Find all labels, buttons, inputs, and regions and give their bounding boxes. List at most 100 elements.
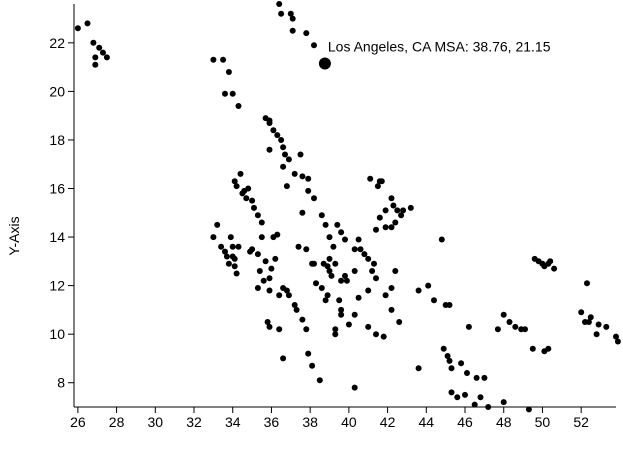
- data-point: [373, 275, 379, 282]
- data-point: [351, 246, 358, 253]
- data-point: [367, 175, 374, 182]
- data-point: [243, 195, 250, 202]
- data-point: [318, 212, 325, 219]
- data-point: [254, 251, 261, 258]
- x-tick-label: 26: [70, 414, 86, 430]
- data-point: [266, 120, 273, 126]
- data-point: [266, 275, 273, 282]
- y-tick-label: 8: [57, 375, 65, 391]
- data-point: [390, 202, 397, 209]
- data-point: [365, 287, 372, 294]
- data-point: [351, 384, 358, 391]
- data-point: [297, 151, 304, 158]
- y-tick-label: 10: [49, 326, 65, 342]
- data-point: [369, 268, 376, 274]
- data-point: [365, 255, 372, 262]
- data-point: [84, 20, 91, 27]
- data-point: [266, 287, 273, 294]
- data-point: [382, 207, 389, 214]
- data-point: [374, 183, 381, 190]
- data-point: [431, 297, 437, 304]
- data-point: [529, 345, 536, 352]
- data-point: [225, 260, 232, 267]
- data-point: [260, 277, 267, 284]
- x-tick-label: 44: [419, 414, 435, 430]
- data-point: [392, 268, 399, 274]
- data-point: [425, 282, 432, 289]
- data-point: [338, 229, 345, 236]
- data-point: [407, 204, 414, 211]
- data-point: [249, 246, 256, 253]
- data-point: [485, 404, 492, 410]
- data-point: [373, 226, 379, 233]
- data-point: [330, 243, 337, 250]
- data-point: [282, 151, 288, 158]
- y-tick-label: 22: [49, 35, 65, 51]
- data-point: [324, 292, 331, 299]
- data-point: [336, 297, 343, 304]
- data-point: [227, 234, 234, 241]
- data-point: [285, 156, 292, 163]
- data-point: [444, 353, 451, 359]
- data-point: [388, 285, 395, 291]
- data-point: [365, 323, 372, 330]
- data-point: [276, 1, 283, 7]
- data-point: [280, 163, 287, 170]
- data-point: [299, 316, 306, 323]
- highlighted-point[interactable]: [318, 57, 331, 70]
- data-point: [289, 15, 296, 22]
- data-point: [376, 214, 383, 221]
- data-point: [299, 173, 306, 180]
- data-point: [303, 246, 310, 253]
- data-point: [256, 268, 263, 274]
- data-point: [338, 311, 345, 318]
- data-point: [458, 360, 465, 367]
- data-point: [440, 345, 447, 352]
- data-point: [332, 331, 339, 338]
- y-axis-title-group: Y-Axis: [6, 216, 22, 255]
- data-point: [318, 285, 325, 291]
- data-point: [233, 270, 240, 277]
- data-point: [334, 221, 341, 228]
- highlight-label: Los Angeles, CA MSA: 38.76, 21.15: [328, 39, 551, 55]
- data-point: [462, 391, 468, 398]
- y-tick-label: 12: [49, 278, 65, 294]
- x-tick-label: 30: [148, 414, 164, 430]
- data-point: [231, 255, 238, 262]
- data-point: [345, 321, 352, 328]
- data-point: [388, 195, 395, 202]
- highlight-group: Los Angeles, CA MSA: 38.76, 21.15: [318, 39, 551, 70]
- data-point: [218, 243, 225, 250]
- data-point: [254, 212, 261, 219]
- data-point: [311, 260, 317, 267]
- data-point: [454, 394, 461, 401]
- x-tick-label: 28: [109, 414, 125, 430]
- data-point: [258, 219, 265, 226]
- data-point: [595, 321, 602, 328]
- y-tick-label: 18: [49, 132, 65, 148]
- data-point: [382, 224, 389, 231]
- data-point: [477, 394, 484, 401]
- data-point: [233, 183, 240, 190]
- data-point: [311, 195, 317, 202]
- data-point: [382, 292, 389, 299]
- data-point: [268, 265, 275, 272]
- data-point: [388, 306, 395, 313]
- data-point: [291, 170, 298, 177]
- data-point: [299, 209, 306, 216]
- data-point: [351, 268, 358, 274]
- data-point: [322, 297, 329, 304]
- data-point: [278, 10, 285, 17]
- data-point: [525, 406, 532, 413]
- y-tick-label: 20: [49, 83, 65, 99]
- data-point: [245, 185, 252, 192]
- x-tick-label: 36: [264, 414, 280, 430]
- data-point: [415, 365, 422, 372]
- data-point: [448, 389, 455, 396]
- data-point: [326, 268, 333, 274]
- data-point: [280, 144, 287, 151]
- data-point: [313, 280, 319, 287]
- data-point: [396, 319, 403, 325]
- data-point: [262, 258, 269, 265]
